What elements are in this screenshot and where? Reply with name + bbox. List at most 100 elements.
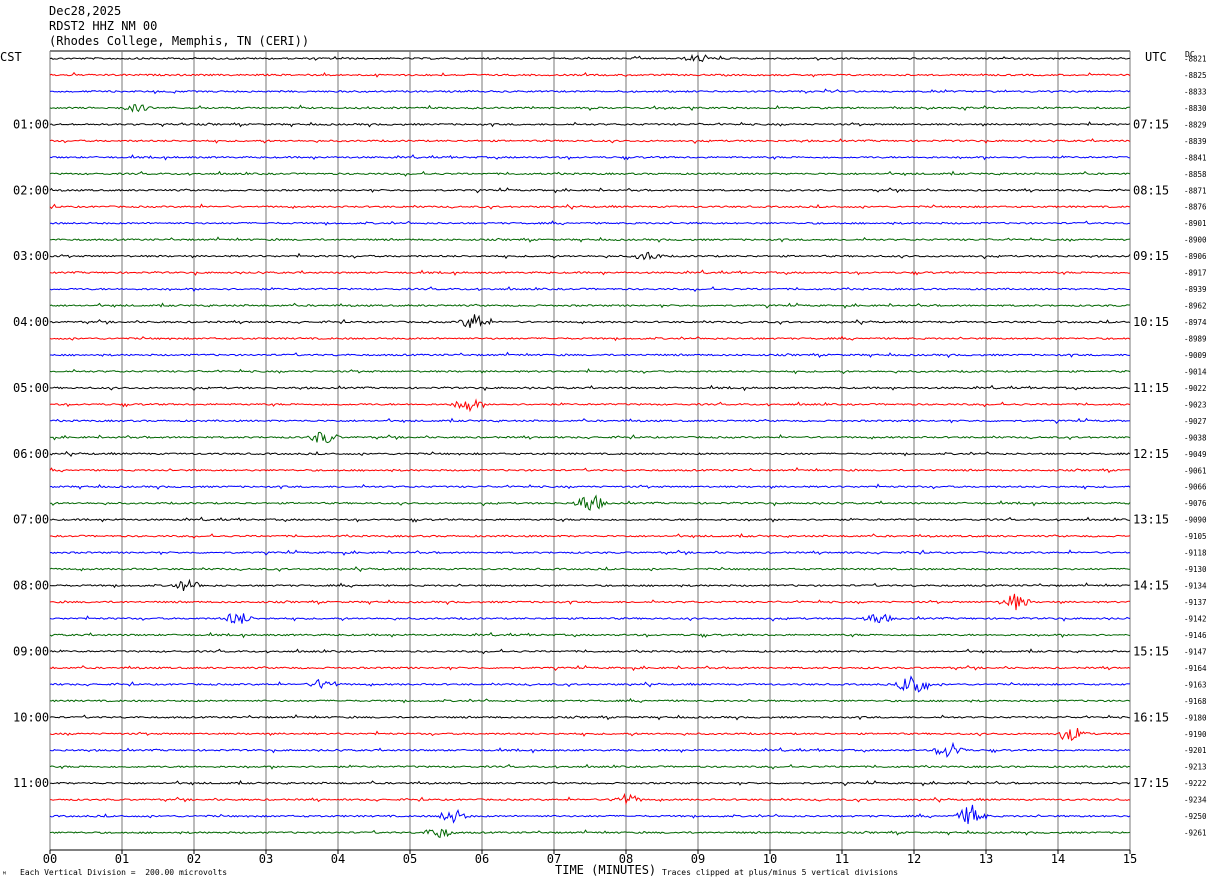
dc-offset-value: -8974 (1184, 318, 1207, 327)
cst-hour-label: 07:00 (13, 513, 49, 527)
utc-hour-label: 16:15 (1133, 710, 1169, 724)
x-tick-label: 10 (763, 852, 777, 866)
dc-offset-value: -9009 (1184, 351, 1207, 360)
seismic-trace (49, 714, 1131, 721)
seismic-trace (49, 792, 1131, 806)
scale-note: Each Vertical Division = 200.00 microvol… (20, 868, 228, 877)
dc-offset-value: -9076 (1184, 499, 1207, 508)
seismic-trace (49, 728, 1131, 742)
dc-offset-value: -8871 (1184, 186, 1207, 195)
x-tick-label: 02 (187, 852, 201, 866)
corner-mark: ᴹ (2, 870, 7, 879)
seismic-trace (49, 203, 1131, 210)
dc-offset-value: -8917 (1184, 269, 1207, 278)
seismic-trace (50, 351, 1130, 359)
seismic-trace (49, 220, 1130, 226)
utc-hour-label: 17:15 (1133, 776, 1169, 790)
seismic-trace (49, 170, 1131, 177)
seismic-trace (49, 613, 1131, 624)
seismic-trace (49, 779, 1131, 787)
seismic-trace (49, 483, 1131, 490)
clip-note: Traces clipped at plus/minus 5 vertical … (662, 868, 899, 877)
seismic-trace (49, 828, 1131, 839)
cst-hour-label: 06:00 (13, 447, 49, 461)
seismic-trace (49, 466, 1131, 474)
plot-date: Dec28,2025 (49, 4, 122, 18)
cst-hour-label: 08:00 (13, 579, 49, 593)
seismic-trace (49, 314, 1131, 328)
seismic-trace (50, 494, 1131, 511)
seismic-trace (49, 187, 1131, 194)
seismic-trace (49, 88, 1131, 95)
dc-offset-value: -9168 (1184, 697, 1207, 706)
x-tick-label: 14 (1051, 852, 1065, 866)
dc-offset-value: -9146 (1184, 631, 1207, 640)
dc-offset-value: -8858 (1184, 170, 1207, 179)
seismic-trace (49, 675, 1130, 693)
seismic-trace (49, 532, 1131, 539)
cst-hour-label: 09:00 (13, 644, 49, 658)
x-tick-label: 03 (259, 852, 273, 866)
dc-offset-value: -9130 (1184, 565, 1207, 574)
dc-offset-value: -9147 (1184, 647, 1207, 656)
x-tick-label: 13 (979, 852, 993, 866)
dc-offset-value: -9023 (1184, 400, 1207, 409)
x-tick-label: 05 (403, 852, 417, 866)
dc-offset-value: -8939 (1184, 285, 1207, 294)
dc-offset-value: -8876 (1184, 203, 1207, 212)
cst-hour-label: 01:00 (13, 117, 49, 131)
seismic-trace (49, 741, 1131, 758)
left-timezone-label: CST (0, 50, 22, 64)
dc-offset-value: -9022 (1184, 384, 1207, 393)
seismic-trace (49, 138, 1131, 145)
dc-offset-value: -9014 (1184, 367, 1207, 376)
seismic-trace (49, 566, 1130, 573)
seismic-trace (49, 431, 1131, 444)
cst-hour-label: 04:00 (13, 315, 49, 329)
dc-offset-value: -8906 (1184, 252, 1207, 261)
utc-hour-label: 09:15 (1133, 249, 1169, 263)
seismic-trace (49, 578, 1131, 592)
x-tick-label: 11 (835, 852, 849, 866)
seismic-trace (49, 104, 1130, 113)
dc-offset-value: -8901 (1184, 219, 1207, 228)
utc-hour-label: 10:15 (1133, 315, 1169, 329)
dc-offset-value: -9234 (1184, 796, 1207, 805)
dc-offset-value: -9201 (1184, 746, 1207, 755)
seismic-trace (49, 368, 1131, 375)
dc-offset-value: -9049 (1184, 450, 1207, 459)
dc-offset-value: -9134 (1184, 582, 1207, 591)
dc-offset-value: -8900 (1184, 236, 1207, 245)
x-tick-label: 09 (691, 852, 705, 866)
seismic-trace (49, 417, 1131, 424)
seismic-trace (49, 804, 1131, 825)
station-code: RDST2 HHZ NM 00 (49, 19, 158, 33)
x-tick-label: 12 (907, 852, 921, 866)
dc-offset-value: -9066 (1184, 483, 1207, 492)
dc-offset-value: -8829 (1184, 120, 1207, 129)
seismic-trace (49, 516, 1131, 523)
seismic-trace (49, 302, 1130, 309)
dc-offset-value: -9038 (1184, 433, 1207, 442)
x-axis-title: TIME (MINUTES) (555, 863, 657, 877)
dc-offset-value: -9061 (1184, 466, 1207, 475)
dc-offset-value: -9118 (1184, 549, 1207, 558)
x-tick-label: 07 (547, 852, 561, 866)
seismic-trace (49, 664, 1131, 672)
dc-offset-value: -8839 (1184, 137, 1207, 146)
dc-offset-value: -8833 (1184, 87, 1207, 96)
right-timezone-label: UTC (1145, 50, 1167, 64)
seismic-trace (49, 335, 1131, 342)
seismic-trace (49, 763, 1131, 770)
seismic-trace (49, 384, 1131, 392)
dc-offset-value: -9027 (1184, 417, 1207, 426)
cst-hour-label: 10:00 (13, 710, 49, 724)
seismic-trace (49, 631, 1131, 639)
cst-hour-label: 02:00 (13, 183, 49, 197)
dc-offset-value: -9164 (1184, 664, 1207, 673)
utc-hour-label: 15:15 (1133, 644, 1169, 658)
dc-offset-value: -8962 (1184, 302, 1207, 311)
dc-offset-value: -9090 (1184, 516, 1207, 525)
utc-hour-label: 12:15 (1133, 447, 1169, 461)
seismic-trace (50, 236, 1131, 243)
